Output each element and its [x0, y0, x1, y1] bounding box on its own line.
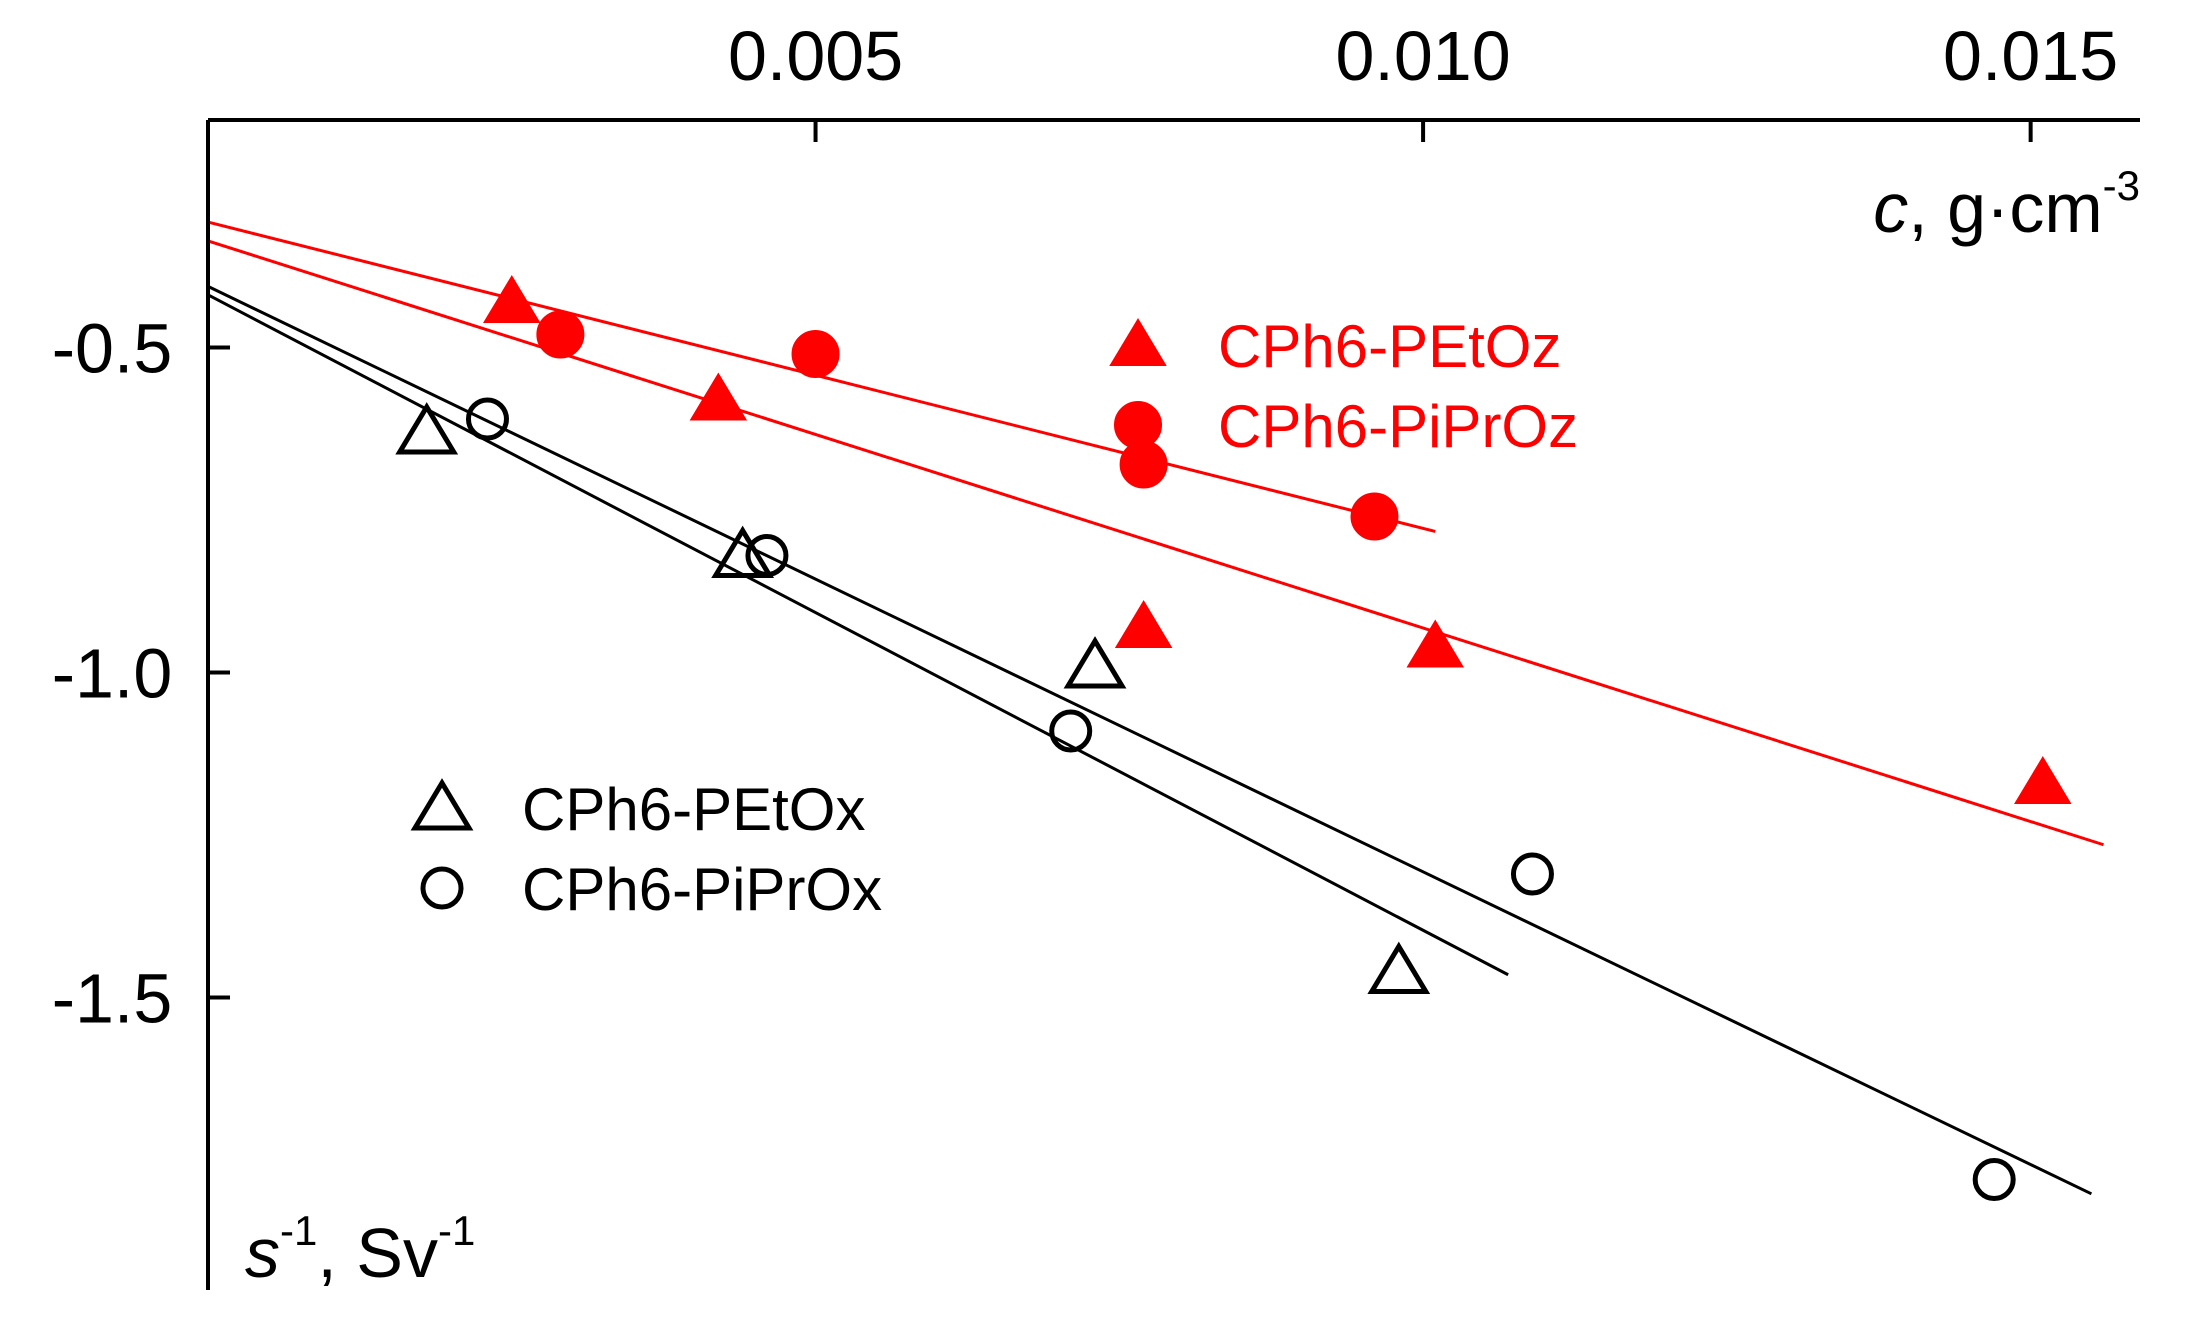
data-markers — [395, 275, 2072, 1201]
x-axis-title-unit: , g·cm — [1908, 169, 2102, 247]
y-axis-title: s-1, Sv-1 — [245, 1207, 475, 1292]
point-cph6-petox — [395, 402, 459, 455]
point-cph6-petoz — [2014, 756, 2072, 804]
x-axis-title-exponent: -3 — [2103, 162, 2140, 209]
point-cph6-piproz — [1119, 440, 1168, 489]
x-tick-label: 0.015 — [1943, 17, 2118, 95]
y-tick-label: -1.0 — [52, 635, 173, 713]
fit-lines — [207, 220, 2105, 1196]
legend-label-cph6-petox: CPh6-PEtOx — [522, 776, 865, 843]
x-ticks: 0.005 0.010 0.015 — [728, 17, 2118, 142]
legend-black: CPh6-PEtOx CPh6-PiPrOx — [410, 776, 882, 923]
y-ticks: -0.5 -1.0 -1.5 — [52, 310, 230, 1038]
point-cph6-petox — [1063, 636, 1127, 689]
point-cph6-piprox — [465, 397, 509, 441]
x-axis-title-symbol: c — [1873, 169, 1908, 247]
fit-line-cph6-petoz — [207, 239, 2105, 847]
y-axis-title-exponent-1: -1 — [280, 1207, 317, 1254]
point-cph6-piproz — [791, 330, 840, 378]
point-cph6-piproz — [1350, 492, 1399, 541]
point-cph6-petox — [1367, 941, 1431, 994]
x-tick-label: 0.005 — [728, 17, 903, 95]
point-cph6-petoz — [483, 275, 541, 323]
x-axis-title: c, g·cm-3 — [1873, 162, 2140, 247]
point-cph6-petox — [711, 525, 775, 578]
point-cph6-piprox — [1510, 852, 1554, 896]
legend-marker-cph6-petoz — [1109, 318, 1167, 366]
legend-marker-cph6-piprox — [420, 866, 464, 910]
y-tick-label: -0.5 — [52, 310, 173, 388]
point-cph6-petoz — [1114, 600, 1173, 648]
legend-marker-cph6-piproz — [1114, 401, 1162, 449]
y-tick-label: -1.5 — [52, 960, 173, 1038]
y-axis-title-exponent-2: -1 — [438, 1207, 475, 1254]
point-cph6-petoz — [689, 372, 748, 421]
legend-label-cph6-petoz: CPh6-PEtOz — [1218, 313, 1561, 380]
fit-line-cph6-piprox — [207, 285, 2093, 1196]
axes — [206, 118, 2140, 1290]
point-cph6-piproz — [536, 310, 585, 359]
legend-label-cph6-piproz: CPh6-PiPrOz — [1218, 393, 1578, 460]
x-tick-label: 0.010 — [1336, 17, 1511, 95]
y-axis-title-unit: , Sv — [317, 1214, 438, 1292]
point-cph6-petoz — [1406, 619, 1465, 668]
legend-red: CPh6-PEtOz CPh6-PiPrOz — [1109, 313, 1578, 460]
point-cph6-piprox — [1972, 1158, 2016, 1201]
legend-label-cph6-piprox: CPh6-PiPrOx — [522, 856, 882, 923]
legend-marker-cph6-petox — [410, 778, 474, 831]
point-cph6-piprox — [1049, 709, 1093, 753]
y-axis-title-symbol: s — [245, 1214, 280, 1292]
point-cph6-piprox — [745, 534, 789, 577]
